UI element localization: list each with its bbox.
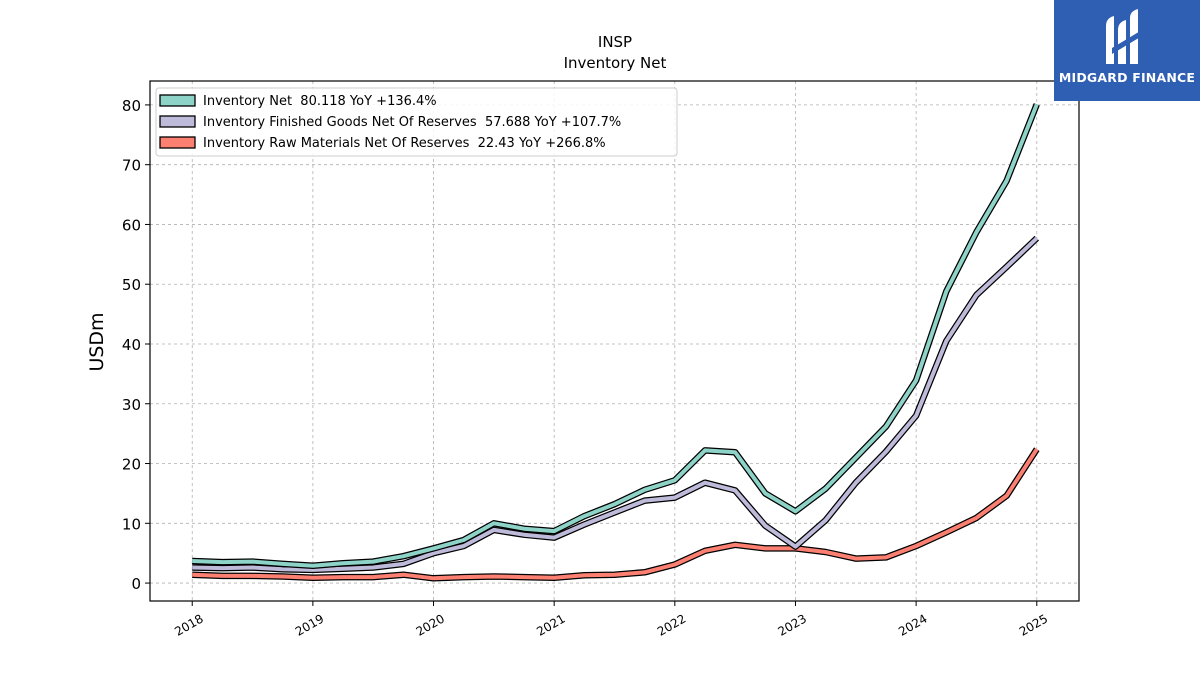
x-tick-label: 2022	[655, 611, 688, 638]
x-tick-label: 2018	[172, 611, 205, 638]
midgard-finance-logo: MIDGARD FINANCE	[1054, 0, 1200, 101]
legend-swatch	[159, 94, 196, 107]
series-0	[192, 103, 1040, 569]
logo-mark-icon	[1106, 9, 1142, 64]
y-tick-label: 10	[122, 515, 141, 533]
series-1	[192, 235, 1040, 574]
y-axis-ticks: 0 10 20 30 40 50 60 70 80	[122, 97, 150, 593]
plot-frame	[149, 80, 1080, 602]
y-tick-label: 20	[122, 456, 141, 474]
x-tick-label: 2019	[293, 611, 326, 638]
legend-box	[155, 87, 678, 157]
legend-label: Inventory Net 80.118 YoY +136.4%	[203, 94, 437, 109]
y-tick-label: 80	[122, 97, 141, 115]
logo-text: MIDGARD FINANCE	[1058, 70, 1196, 85]
legend-label: Inventory Finished Goods Net Of Reserves…	[203, 115, 621, 130]
chart-title: INSP	[598, 33, 632, 51]
x-tick-label: 2023	[776, 611, 809, 638]
x-tick-label: 2025	[1017, 611, 1050, 638]
legend: Inventory Net 80.118 YoY +136.4% Inventor…	[155, 87, 678, 157]
grid-lines	[150, 81, 1079, 601]
legend-label: Inventory Raw Materials Net Of Reserves …	[203, 136, 606, 151]
y-axis-label: USDm	[86, 312, 108, 371]
x-tick-label: 2024	[896, 611, 929, 638]
chart-subtitle: Inventory Net	[564, 54, 667, 72]
series-line	[192, 448, 1039, 581]
y-tick-label: 70	[122, 157, 141, 175]
y-tick-label: 0	[131, 575, 141, 593]
series-outline	[192, 103, 1040, 569]
series-line	[192, 236, 1039, 572]
y-tick-label: 50	[122, 276, 141, 294]
y-tick-label: 40	[122, 336, 141, 354]
x-axis-ticks: 2018 2019 2020 2021 2022 2023 2024 2025	[172, 601, 1050, 639]
series-line	[192, 103, 1039, 568]
legend-swatch	[159, 136, 196, 149]
x-tick-label: 2020	[414, 611, 447, 638]
x-tick-label: 2021	[534, 611, 567, 638]
series-2	[192, 447, 1040, 582]
legend-swatch	[159, 115, 196, 128]
y-tick-label: 60	[122, 216, 141, 234]
y-tick-label: 30	[122, 396, 141, 414]
series-lines	[192, 103, 1040, 582]
